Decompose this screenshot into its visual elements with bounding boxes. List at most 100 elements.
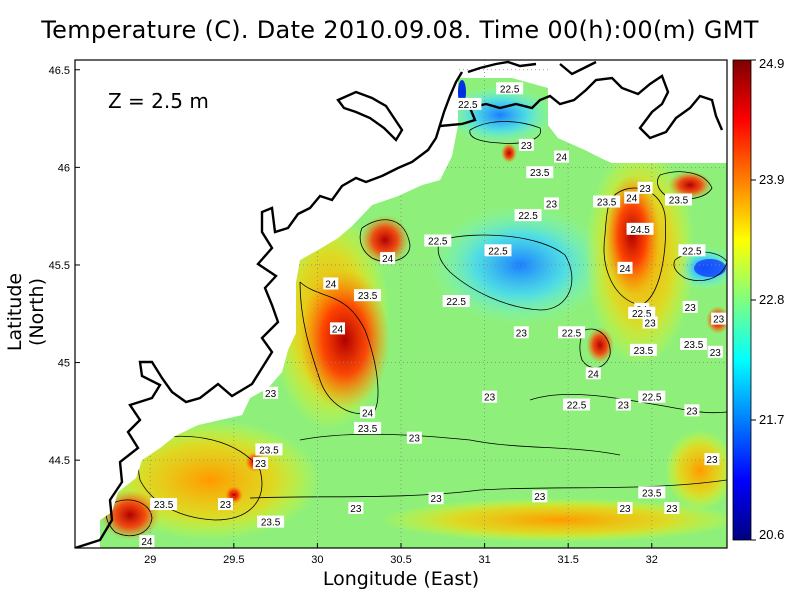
warm-region: [665, 430, 727, 510]
contour-label-bg: [617, 261, 633, 274]
contour-label: 23.5: [358, 291, 378, 302]
x-tick-label: 31: [478, 554, 490, 566]
contour-label-bg: [678, 244, 706, 257]
contour-label: 23: [484, 393, 496, 404]
contour-label-bg: [253, 457, 269, 470]
contour-label-bg: [543, 197, 559, 210]
x-tick-label: 29.5: [223, 554, 244, 566]
contour-label: 22.5: [567, 401, 587, 412]
contour-label-bg: [348, 501, 364, 514]
contour-label-bg: [558, 326, 586, 339]
colorbar-tick-label: 23.9: [759, 172, 784, 187]
contour-label-bg: [626, 222, 654, 235]
coastline-path: [467, 60, 537, 74]
contour-label: 23.5: [358, 424, 378, 435]
contour-label: 22.5: [458, 100, 478, 111]
coastline-path: [439, 74, 724, 140]
land-mask: [548, 60, 727, 163]
contour-label-bg: [496, 82, 524, 95]
contour-label-bg: [354, 289, 382, 302]
contour-label: 22.5: [500, 84, 520, 95]
contour-label-bg: [704, 453, 720, 466]
contour-label: 23.5: [154, 500, 174, 511]
x-axis-label: Longitude (East): [322, 568, 480, 590]
y-tick-label: 45: [58, 358, 70, 370]
contour-label-bg: [585, 367, 601, 380]
colorbar-ticks: 24.9 23.9 22.8 21.7 20.6: [751, 56, 784, 542]
contour-label-bg: [637, 181, 653, 194]
contour-label-bg: [615, 398, 631, 411]
contour-label-bg: [428, 492, 444, 505]
y-axis: 44.5 45 45.5 46 46.5: [49, 65, 80, 467]
contour-label: 24: [141, 537, 153, 548]
contour-label: 23: [645, 319, 657, 330]
contour-label: 23.5: [684, 340, 704, 351]
contour-label-bg: [665, 193, 693, 206]
coastline-path: [559, 60, 597, 76]
contour-label-bg: [484, 244, 512, 257]
y-axis-label: Latitude (North): [4, 272, 48, 352]
colorbar-tick-label: 21.7: [759, 412, 784, 427]
colorbar-tick-label: 20.6: [759, 527, 784, 542]
coastline-path: [336, 90, 404, 142]
contour-label-bg: [532, 490, 548, 503]
contour-label: 23: [640, 184, 652, 195]
contour-label-bg: [617, 501, 633, 514]
x-tick-label: 29: [144, 554, 156, 566]
contour-label: 24: [588, 369, 600, 380]
contour-label: 24: [619, 264, 631, 275]
y-tick-label: 44.5: [49, 455, 70, 467]
contour-label-bg: [638, 486, 666, 499]
contour-label-bg: [380, 252, 396, 265]
contour-label: 23.5: [530, 168, 550, 179]
contour-label-bg: [711, 312, 727, 325]
contour-label-bg: [526, 166, 554, 179]
cold-spot: [694, 259, 726, 277]
contour-label-bg: [257, 515, 285, 528]
contour-label: 23.5: [259, 445, 279, 456]
contour-label: 22.5: [488, 246, 508, 257]
contour-label-bg: [593, 195, 621, 208]
contour-label: 23: [534, 492, 546, 503]
y-tick-label: 45.5: [49, 260, 70, 272]
contour-label-bg: [263, 386, 279, 399]
contour-label-bg: [454, 97, 482, 110]
contour-label-bg: [514, 209, 542, 222]
hot-region: [300, 270, 390, 410]
contour-label-bg: [638, 390, 666, 403]
contour-label-bg: [563, 398, 591, 411]
contour-label: 24.5: [630, 225, 650, 236]
contour-label-bg: [664, 501, 680, 514]
contour-label: 23: [265, 389, 277, 400]
contour-label-bg: [628, 306, 656, 319]
y-tick-label: 46.5: [49, 65, 70, 77]
colorbar: [732, 59, 752, 541]
warm-region: [380, 498, 727, 542]
contour-label: 23: [431, 494, 443, 505]
contour-label-bg: [354, 421, 382, 434]
contour-label-bg: [255, 443, 283, 456]
contour-label: 23: [409, 434, 421, 445]
hot-region: [586, 327, 614, 363]
contour-label: 23: [255, 459, 267, 470]
contour-label: 23: [516, 328, 528, 339]
contour-label: 23: [619, 504, 631, 515]
depth-label: Z = 2.5 m: [108, 89, 209, 113]
contour-label-bg: [680, 337, 708, 350]
colorbar-tick-label: 22.8: [759, 292, 784, 307]
contour-label: 23.5: [261, 518, 281, 529]
contour-label: 23: [521, 141, 533, 152]
land-mask: [75, 60, 458, 548]
coastline: [75, 60, 727, 548]
contour-label: 23: [685, 303, 697, 314]
contour-label: 24: [382, 254, 394, 265]
contour-label: 23: [666, 504, 678, 515]
contour-label: 24: [332, 324, 344, 335]
contour-label: 23.5: [597, 197, 617, 208]
coastline-path: [75, 71, 464, 548]
contour-label: 23: [618, 401, 630, 412]
contour-label: 23: [710, 348, 722, 359]
contour-label: 23: [350, 504, 362, 515]
contour-label: 24: [626, 194, 638, 205]
